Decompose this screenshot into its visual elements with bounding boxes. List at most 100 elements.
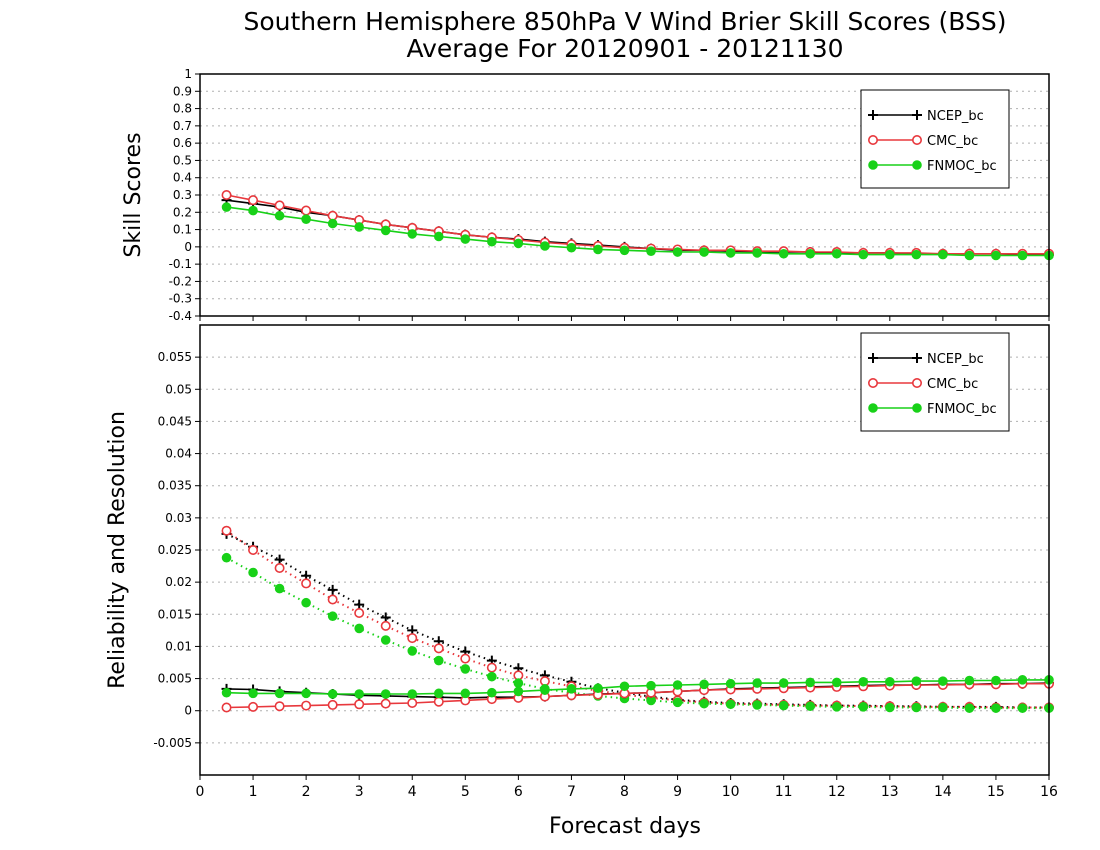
data-point-CMC_bc [274, 562, 285, 573]
data-point-FNMOC_bc [487, 236, 497, 247]
y-tick-label: 0.8 [173, 102, 192, 116]
data-point-FNMOC_bc [858, 702, 869, 712]
data-point-FNMOC_bc [911, 676, 922, 686]
data-point-FNMOC_bc [885, 676, 895, 687]
data-point-FNMOC_bc [380, 689, 391, 699]
data-point-FNMOC_bc [858, 676, 869, 687]
data-point-FNMOC_bc [699, 247, 709, 257]
series-line-CMC_bc-solid [226, 194, 1049, 255]
y-tick-label: 0.03 [165, 511, 192, 525]
legend-label-FNMOC_bc: FNMOC_bc [927, 159, 997, 174]
y-tick-label: 0.9 [173, 84, 192, 98]
data-point-FNMOC_bc [699, 679, 709, 690]
legend-marker [911, 377, 922, 388]
y-tick-label: 0 [184, 704, 192, 718]
data-point-FNMOC_bc [460, 664, 471, 674]
data-point-FNMOC_bc [540, 241, 550, 251]
legend-marker [912, 403, 922, 413]
data-point-FNMOC_bc [274, 688, 285, 699]
data-point-NCEP_bc [380, 612, 391, 623]
data-point-FNMOC_bc [831, 248, 842, 259]
data-point-CMC_bc [221, 702, 232, 713]
data-point-NCEP_bc [274, 554, 285, 565]
y-tick-label: 0.4 [173, 171, 192, 185]
data-point-FNMOC_bc [248, 205, 258, 216]
data-point-CMC_bc [407, 633, 418, 644]
y-tick-label: -0.3 [169, 292, 192, 306]
data-point-FNMOC_bc [672, 697, 683, 708]
legend-marker [868, 353, 878, 363]
y-tick-label: 0.035 [158, 479, 192, 493]
data-point-FNMOC_bc [991, 675, 1001, 686]
data-point-FNMOC_bc [380, 635, 391, 645]
data-point-FNMOC_bc [513, 686, 524, 697]
x-tick-label: 6 [514, 784, 523, 800]
legend: NCEP_bc CMC_bc FNMOC_bc [860, 89, 1010, 189]
data-point-FNMOC_bc [354, 689, 364, 699]
y-tick-label: 0 [184, 240, 192, 254]
y-tick-label: 0.7 [173, 119, 192, 133]
top-panel: -0.4 -0.3 -0.2 -0.1 0 0.1 0.2 0.3 0.4 0.5 0.6 0.7 0.… [169, 67, 1055, 323]
x-tick-label: 10 [722, 784, 740, 800]
data-point-FNMOC_bc [274, 210, 285, 221]
data-point-CMC_bc [327, 210, 338, 221]
data-point-FNMOC_bc [991, 250, 1001, 261]
x-tick-label: 7 [567, 784, 576, 800]
x-axis-label: Forecast days [549, 814, 701, 839]
data-point-CMC_bc [433, 696, 444, 707]
legend-marker [912, 110, 922, 120]
data-point-FNMOC_bc [433, 231, 444, 242]
data-point-FNMOC_bc [831, 677, 842, 688]
data-point-FNMOC_bc [301, 597, 311, 608]
data-point-FNMOC_bc [938, 249, 948, 260]
data-point-FNMOC_bc [885, 249, 895, 260]
data-point-CMC_bc [327, 699, 338, 710]
series-line-NCEP_bc-dotted [226, 533, 1049, 709]
x-tick-label: 5 [461, 784, 470, 800]
y-tick-label: 0.005 [158, 672, 192, 686]
data-point-FNMOC_bc [407, 646, 418, 656]
y-tick-label: 0.04 [165, 447, 192, 461]
legend-marker [867, 135, 878, 146]
y-tick-label: -0.4 [169, 309, 192, 323]
data-point-CMC_bc [301, 578, 312, 589]
data-point-FNMOC_bc [487, 687, 497, 698]
data-point-CMC_bc [327, 594, 338, 605]
data-point-CMC_bc [301, 700, 312, 711]
data-point-FNMOC_bc [460, 234, 471, 244]
data-point-FNMOC_bc [991, 703, 1001, 713]
data-point-FNMOC_bc [778, 678, 789, 688]
data-point-FNMOC_bc [593, 683, 603, 694]
series-line-FNMOC_bc-dotted [226, 556, 1049, 710]
data-point-NCEP_bc [327, 584, 338, 595]
data-point-FNMOC_bc [566, 242, 577, 253]
data-point-FNMOC_bc [354, 623, 364, 634]
data-point-CMC_bc [486, 662, 497, 673]
data-point-FNMOC_bc [248, 567, 258, 578]
x-tick-label: 3 [355, 784, 364, 800]
series-line-FNMOC_bc-solid [226, 679, 1049, 695]
data-point-FNMOC_bc [725, 678, 736, 689]
legend: NCEP_bc CMC_bc FNMOC_bc [860, 332, 1010, 432]
data-point-FNMOC_bc [619, 681, 630, 692]
x-tick-label: 0 [196, 784, 205, 800]
data-point-FNMOC_bc [885, 702, 895, 713]
data-point-FNMOC_bc [221, 202, 232, 212]
y-tick-label: 0.055 [158, 350, 192, 364]
y-tick-label: -0.1 [169, 257, 192, 271]
data-point-FNMOC_bc [911, 702, 922, 713]
x-tick-label: 16 [1040, 784, 1058, 800]
data-point-FNMOC_bc [540, 685, 550, 695]
top-y-axis-label: Skill Scores [121, 132, 146, 257]
data-point-FNMOC_bc [327, 218, 338, 229]
chart-title-line2: Average For 20120901 - 20121130 [406, 34, 843, 63]
data-point-CMC_bc [274, 200, 285, 211]
series-line-NCEP_bc-solid [226, 199, 1049, 256]
data-point-FNMOC_bc [778, 700, 789, 711]
legend-marker [912, 160, 922, 170]
legend-marker [911, 135, 922, 146]
y-tick-label: 0.015 [158, 607, 192, 621]
x-tick-label: 15 [987, 784, 1005, 800]
data-point-FNMOC_bc [460, 688, 471, 699]
legend-label-CMC_bc: CMC_bc [927, 134, 978, 149]
